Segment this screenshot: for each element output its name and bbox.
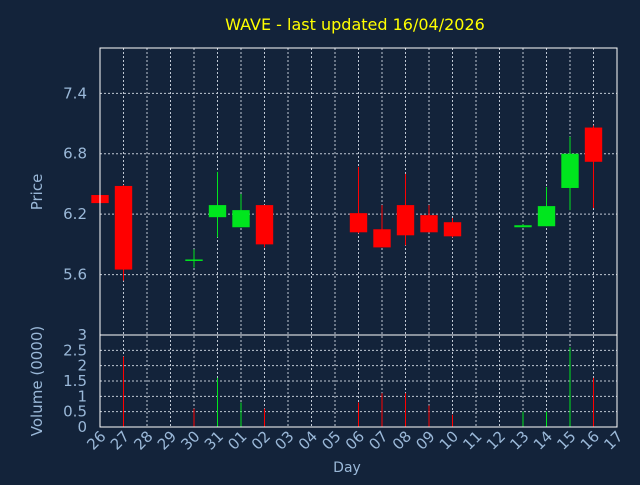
volume-tick-label: 2: [77, 357, 87, 375]
volume-panel-frame: [99, 334, 618, 428]
x-axis-label: Day: [333, 460, 361, 476]
volume-axis-label: Volume (0000): [28, 326, 46, 436]
axis-layer: 5.66.26.87.400.511.522.53262728293031010…: [63, 47, 627, 454]
volume-tick-label: 1: [77, 387, 87, 405]
x-tick-label: 29: [154, 427, 180, 453]
x-tick-label: 17: [600, 427, 626, 453]
x-tick-label: 07: [365, 427, 391, 453]
x-tick-label: 06: [342, 427, 368, 453]
candle-body-down: [255, 205, 274, 245]
price-tick-label: 6.8: [63, 145, 87, 163]
x-tick-label: 28: [130, 427, 156, 453]
volume-tick-label: 3: [77, 326, 87, 344]
x-tick-label: 02: [248, 427, 274, 453]
candle-body-down: [443, 222, 462, 237]
candle-body-down: [373, 229, 391, 248]
x-tick-label: 31: [201, 427, 227, 453]
x-tick-label: 11: [459, 427, 485, 453]
price-tick-label: 7.4: [63, 84, 87, 102]
x-tick-label: 04: [295, 427, 321, 453]
x-tick-label: 30: [177, 427, 203, 453]
marks-layer: [91, 125, 603, 427]
x-tick-label: 12: [483, 427, 509, 453]
x-tick-label: 03: [271, 427, 297, 453]
chart-title: WAVE - last updated 16/04/2026: [225, 15, 485, 34]
x-tick-label: 27: [107, 427, 133, 453]
x-tick-label: 26: [83, 427, 109, 453]
candle-body-down: [420, 215, 438, 233]
candle-body-up: [232, 210, 250, 228]
candle-body-up: [514, 225, 532, 228]
candle-body-down: [349, 213, 368, 233]
x-tick-label: 05: [318, 427, 344, 453]
candle-body-up: [537, 206, 556, 227]
price-tick-label: 6.2: [63, 205, 87, 223]
grid-layer: [99, 48, 618, 427]
price-axis-label: Price: [28, 174, 46, 211]
x-tick-label: 14: [530, 427, 556, 453]
candle-body-up: [208, 205, 227, 218]
x-tick-label: 15: [553, 427, 579, 453]
volume-tick-label: 2.5: [63, 341, 87, 359]
candle-body-up: [185, 259, 203, 261]
x-tick-label: 09: [412, 427, 438, 453]
volume-tick-label: 0.5: [63, 403, 87, 421]
x-tick-label: 13: [506, 427, 532, 453]
candle-body-down: [584, 127, 603, 162]
volume-tick-label: 0: [77, 418, 87, 436]
x-tick-label: 10: [436, 427, 462, 453]
volume-tick-label: 1.5: [63, 372, 87, 390]
price-tick-label: 5.6: [63, 266, 87, 284]
x-tick-label: 16: [577, 427, 603, 453]
x-tick-label: 08: [389, 427, 415, 453]
candle-body-down: [396, 205, 415, 236]
candle-body-down: [114, 185, 133, 270]
candle-body-up: [561, 153, 579, 188]
x-tick-label: 01: [224, 427, 250, 453]
